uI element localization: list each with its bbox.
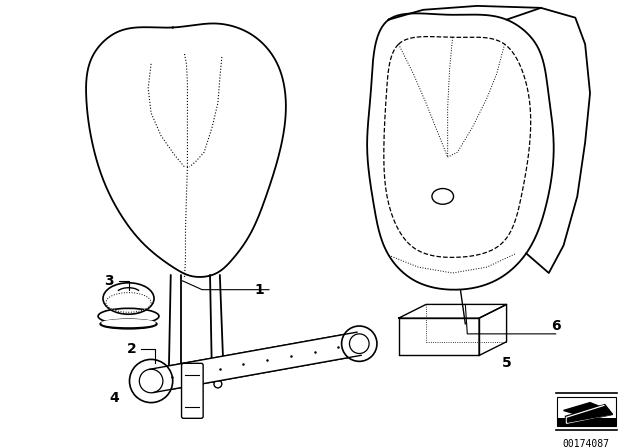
FancyBboxPatch shape [557, 397, 616, 426]
Ellipse shape [103, 283, 154, 314]
Ellipse shape [102, 319, 155, 327]
Text: 3: 3 [104, 274, 114, 288]
Circle shape [129, 359, 173, 403]
Text: 5: 5 [502, 356, 511, 370]
Ellipse shape [100, 319, 157, 329]
Bar [557, 418, 616, 426]
Ellipse shape [432, 189, 454, 204]
Polygon shape [566, 405, 610, 423]
Text: 4: 4 [109, 391, 118, 405]
Ellipse shape [98, 308, 159, 324]
FancyBboxPatch shape [182, 363, 203, 418]
Polygon shape [149, 332, 362, 392]
Circle shape [342, 326, 377, 362]
Polygon shape [566, 405, 612, 424]
Polygon shape [568, 406, 611, 422]
Text: 1: 1 [254, 283, 264, 297]
Text: 6: 6 [551, 319, 561, 333]
Polygon shape [564, 403, 610, 418]
Text: 2: 2 [127, 341, 136, 356]
Text: 00174087: 00174087 [563, 439, 610, 448]
